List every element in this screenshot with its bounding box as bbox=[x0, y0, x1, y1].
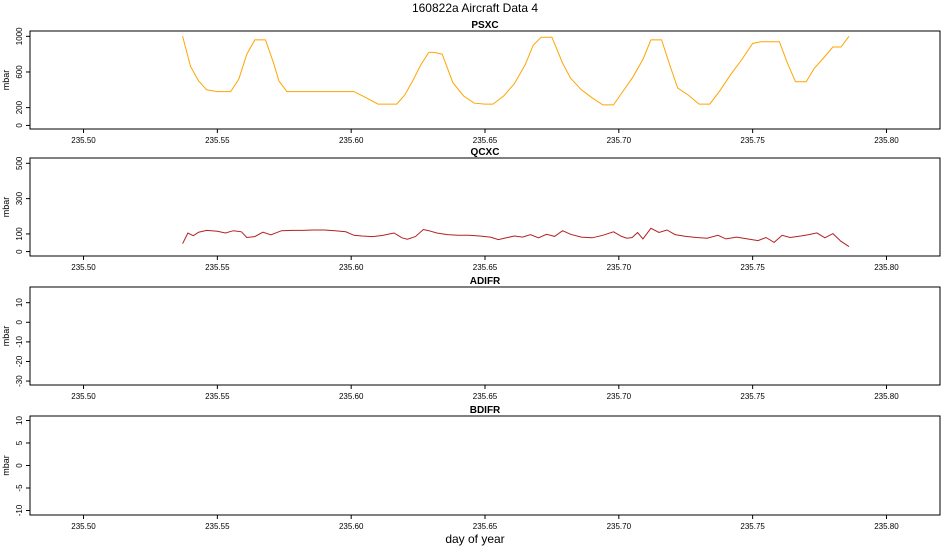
y-tick-label: 0 bbox=[15, 320, 24, 325]
y-tick-label: -5 bbox=[15, 484, 24, 492]
x-tick-label: 235.55 bbox=[205, 392, 230, 401]
y-tick-label: 0 bbox=[15, 463, 24, 468]
y-tick-label: -10 bbox=[15, 336, 24, 348]
panel-bdifr: BDIFR mbar 235.50 235.55 235.60 235.65 235.70 2… bbox=[1, 405, 941, 531]
x-tick-label: 235.70 bbox=[607, 392, 632, 401]
x-tick-label: 235.60 bbox=[339, 263, 364, 272]
x-tick-label: 235.65 bbox=[473, 392, 498, 401]
plot-frame bbox=[29, 415, 941, 516]
x-tick-label: 235.70 bbox=[607, 263, 632, 272]
panel-qcxc: QCXC mbar 235.50 235.55 235.60 235.65 235.70 23… bbox=[1, 147, 941, 272]
x-tick-label: 235.60 bbox=[339, 522, 364, 531]
plot-frame bbox=[29, 30, 941, 130]
y-tick-label: 0 bbox=[15, 249, 24, 254]
x-tick-label: 235.80 bbox=[874, 522, 899, 531]
panel-adifr: ADIFR mbar 235.50 235.55 235.60 235.65 235.70 2… bbox=[1, 276, 941, 401]
x-tick-label: 235.50 bbox=[71, 136, 96, 145]
x-tick-label: 235.75 bbox=[740, 263, 765, 272]
series-line-qcxc bbox=[182, 227, 850, 248]
y-tick-label: 300 bbox=[15, 191, 24, 205]
series-line-psxc bbox=[182, 36, 850, 106]
figure-xlabel: day of year bbox=[445, 532, 504, 546]
y-tick-label: 5 bbox=[15, 440, 24, 445]
y-tick-label: 1000 bbox=[15, 27, 24, 45]
y-tick-label: 100 bbox=[15, 227, 24, 241]
y-tick-label: 600 bbox=[15, 65, 24, 79]
x-tick-label: 235.75 bbox=[740, 392, 765, 401]
y-tick-label: 10 bbox=[15, 416, 24, 425]
x-tick-label: 235.50 bbox=[71, 392, 96, 401]
y-axis-label: mbar bbox=[1, 455, 11, 476]
x-tick-label: 235.55 bbox=[205, 522, 230, 531]
x-tick-label: 235.70 bbox=[607, 136, 632, 145]
x-tick-label: 235.70 bbox=[607, 522, 632, 531]
x-tick-label: 235.65 bbox=[473, 263, 498, 272]
y-tick-label: -30 bbox=[15, 375, 24, 387]
y-tick-label: 500 bbox=[15, 156, 24, 170]
x-tick-label: 235.50 bbox=[71, 522, 96, 531]
plot-frame bbox=[29, 157, 941, 257]
panels-container: PSXC mbar 235.50 235.55 235.60 235.65 235.70 23… bbox=[1, 20, 941, 531]
y-axis-label: mbar bbox=[1, 197, 11, 218]
y-axis-label: mbar bbox=[1, 70, 11, 91]
x-tick-label: 235.75 bbox=[740, 522, 765, 531]
x-tick-label: 235.60 bbox=[339, 392, 364, 401]
x-tick-label: 235.55 bbox=[205, 263, 230, 272]
y-tick-label: 0 bbox=[15, 123, 24, 128]
x-tick-label: 235.75 bbox=[740, 136, 765, 145]
x-tick-label: 235.65 bbox=[473, 136, 498, 145]
plot-frame bbox=[29, 286, 941, 386]
x-tick-label: 235.55 bbox=[205, 136, 230, 145]
y-tick-label: -20 bbox=[15, 355, 24, 367]
y-axis-label: mbar bbox=[1, 326, 11, 347]
y-tick-label: 200 bbox=[15, 100, 24, 114]
x-tick-label: 235.60 bbox=[339, 136, 364, 145]
panel-title: QCXC bbox=[471, 147, 500, 158]
x-tick-label: 235.65 bbox=[473, 522, 498, 531]
panel-psxc: PSXC mbar 235.50 235.55 235.60 235.65 235.70 23… bbox=[1, 20, 941, 145]
x-tick-label: 235.50 bbox=[71, 263, 96, 272]
panel-title: BDIFR bbox=[470, 405, 501, 416]
figure-title: 160822a Aircraft Data 4 bbox=[412, 1, 538, 15]
x-tick-label: 235.80 bbox=[874, 263, 899, 272]
x-tick-label: 235.80 bbox=[874, 392, 899, 401]
y-tick-label: -10 bbox=[15, 504, 24, 516]
panel-title: PSXC bbox=[471, 20, 498, 31]
x-tick-label: 235.80 bbox=[874, 136, 899, 145]
y-tick-label: 10 bbox=[15, 298, 24, 307]
panel-title: ADIFR bbox=[470, 276, 501, 287]
